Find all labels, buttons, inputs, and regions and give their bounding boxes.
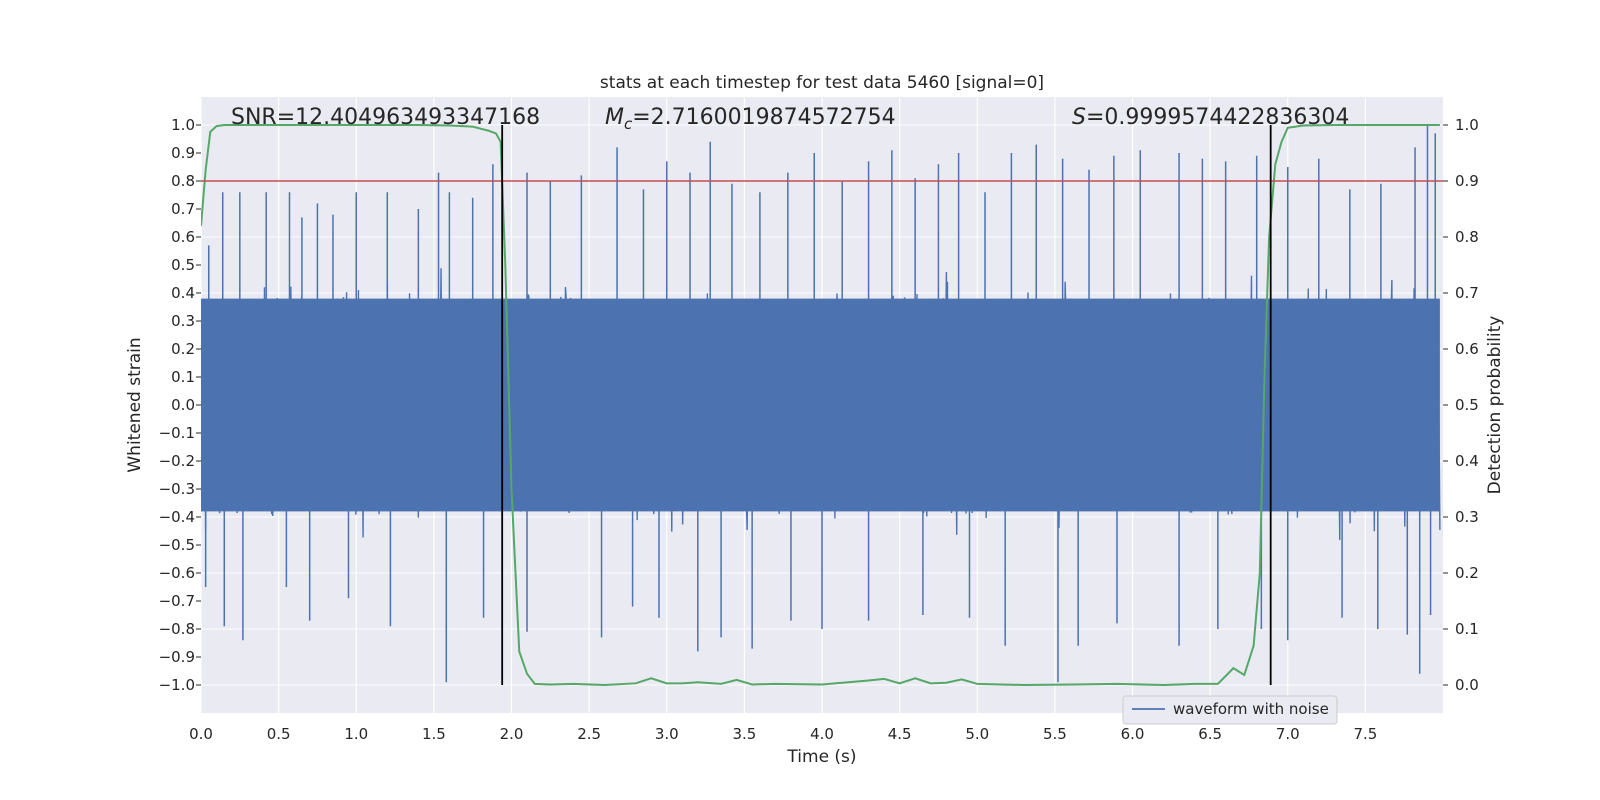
y2-tick-label: 0.9: [1455, 172, 1479, 190]
x-tick-label: 3.0: [655, 725, 679, 743]
y2-tick-label: 0.6: [1455, 340, 1479, 358]
y2-tick-label: 0.5: [1455, 396, 1479, 414]
x-tick-label: 7.0: [1276, 725, 1300, 743]
y-tick-label: 0.1: [171, 368, 195, 386]
y2-tick-label: 0.1: [1455, 620, 1479, 638]
y-tick-label: 0.6: [171, 228, 195, 246]
y-axis-label: Whitened strain: [125, 337, 145, 472]
y-tick-label: −0.1: [159, 424, 195, 442]
x-tick-label: 4.5: [888, 725, 912, 743]
y-tick-label: 0.2: [171, 340, 195, 358]
score-value: =0.9999574422836304: [1086, 105, 1349, 130]
chirp-mass-subscript: c: [624, 115, 633, 133]
y2-tick-label: 0.7: [1455, 284, 1479, 302]
waveform-core-band: [201, 298, 1440, 512]
chirp-mass-symbol: M: [605, 105, 624, 130]
y-tick-label: 1.0: [171, 116, 195, 134]
y2-tick-label: 0.3: [1455, 508, 1479, 526]
x-tick-label: 6.0: [1121, 725, 1145, 743]
y-tick-label: 0.7: [171, 200, 195, 218]
y-tick-label: −1.0: [159, 676, 195, 694]
overlays: [201, 125, 1443, 685]
y2-axis-label: Detection probability: [1485, 316, 1505, 495]
plot-area: [201, 124, 1443, 687]
score-annotation: S=0.9999574422836304: [1072, 105, 1349, 130]
y2-tick-label: 0.8: [1455, 228, 1479, 246]
score-symbol: S: [1072, 105, 1086, 130]
x-tick-label: 6.5: [1198, 725, 1222, 743]
series-detection-probability: [201, 124, 1440, 687]
detection-probability-line: [201, 124, 1440, 687]
x-tick-label: 1.0: [344, 725, 368, 743]
y-tick-label: −0.3: [159, 480, 195, 498]
legend-box: [1122, 695, 1338, 725]
legend-label: waveform with noise: [1173, 700, 1329, 718]
chirp-mass-annotation: Mc=2.7160019874572754: [605, 105, 896, 133]
snr-annotation: SNR=12.404963493347168: [231, 105, 540, 130]
x-tick-label: 2.5: [577, 725, 601, 743]
chart-title: stats at each timestep for test data 546…: [600, 73, 1044, 93]
x-tick-label: 3.5: [732, 725, 756, 743]
x-tick-label: 5.0: [965, 725, 989, 743]
y-tick-label: 0.0: [171, 396, 195, 414]
y-tick-label: 0.4: [171, 284, 195, 302]
series-waveform-with-noise: [201, 125, 1441, 683]
ticks: 0.0 0.5 1.0 1.5 2.0 2.5 3.0 3.5 4.0 4.5 5.0 5.5 6.0 6…: [159, 116, 1479, 743]
y-tick-label: 0.3: [171, 312, 195, 330]
x-tick-label: 2.0: [500, 725, 524, 743]
x-tick-label: 4.0: [810, 725, 834, 743]
y-tick-label: −0.8: [159, 620, 195, 638]
y2-tick-label: 0.2: [1455, 564, 1479, 582]
x-tick-label: 1.5: [422, 725, 446, 743]
x-axis-label: Time (s): [786, 747, 856, 767]
y-tick-label: −0.5: [159, 536, 195, 554]
y-tick-label: −0.6: [159, 564, 195, 582]
x-tick-label: 0.0: [189, 725, 213, 743]
y-tick-label: 0.8: [171, 172, 195, 190]
y-tick-label: 0.5: [171, 256, 195, 274]
y-tick-label: 0.9: [171, 144, 195, 162]
x-tick-label: 0.5: [267, 725, 291, 743]
y-tick-label: −0.7: [159, 592, 195, 610]
y2-tick-label: 0.0: [1455, 676, 1479, 694]
x-tick-label: 7.5: [1353, 725, 1377, 743]
x-tick-label: 5.5: [1043, 725, 1067, 743]
chirp-mass-value: =2.7160019874572754: [632, 105, 895, 130]
y-tick-label: −0.9: [159, 648, 195, 666]
y-tick-label: −0.4: [159, 508, 195, 526]
legend: waveform with noise: [1122, 695, 1338, 725]
y2-tick-label: 1.0: [1455, 116, 1479, 134]
y2-tick-label: 0.4: [1455, 452, 1479, 470]
y-tick-label: −0.2: [159, 452, 195, 470]
